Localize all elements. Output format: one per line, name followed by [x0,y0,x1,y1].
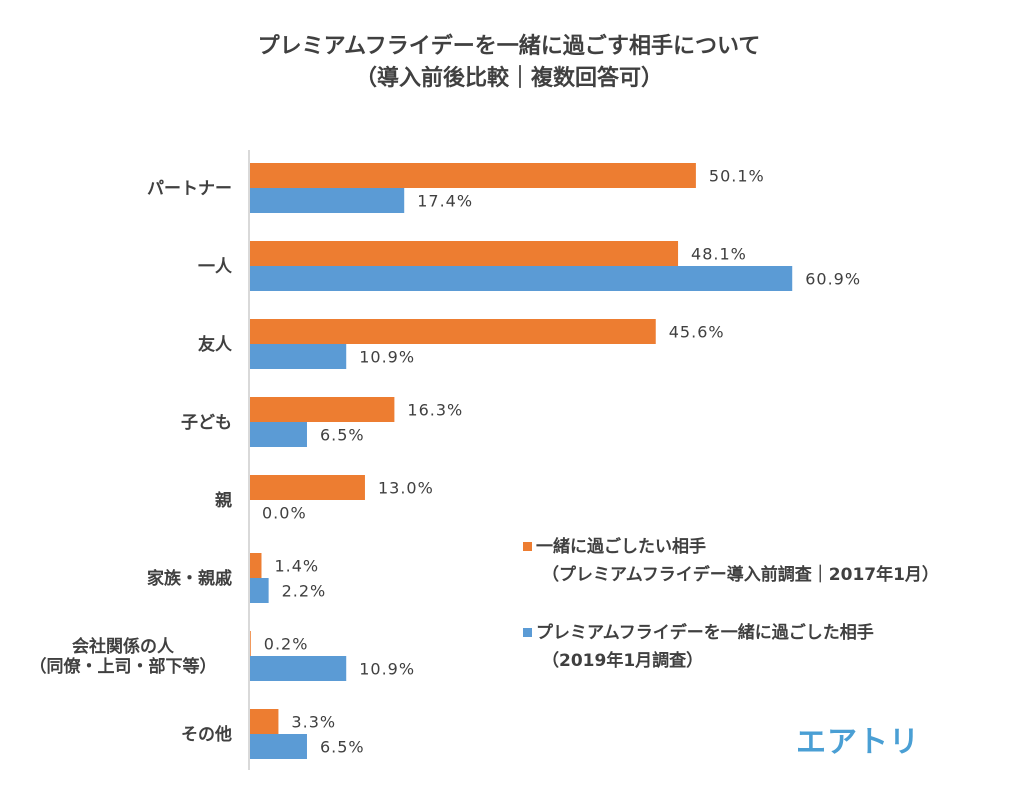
bar-2019 [249,734,307,759]
logo-eatri: エアトリ [796,725,920,760]
legend-swatch-2017 [523,542,532,551]
data-label: 60.9% [805,270,861,289]
category-label: その他 [181,724,232,745]
category-label: 会社関係の人 [72,636,175,657]
bar-2017 [249,241,679,266]
data-label: 45.6% [669,323,725,342]
bar-2017 [249,163,696,188]
bar-2019 [249,578,269,603]
bar-2017 [249,553,262,578]
category-label: 親 [215,490,232,511]
bar-2019 [249,422,307,447]
data-label: 16.3% [407,401,463,420]
data-label: 10.9% [359,660,415,679]
data-label: 2.2% [282,582,327,601]
data-label: 48.1% [691,245,747,264]
legend-label: 一緒に過ごしたい相手 [536,536,706,557]
data-label: 10.9% [359,348,415,367]
bar-2017 [249,709,279,734]
bar-2019 [249,188,405,213]
chart-title: プレミアムフライデーを一緒に過ごす相手について [258,33,761,59]
category-label: （同僚・上司・部下等） [30,656,217,677]
data-label: 6.5% [320,426,365,445]
legend-sublabel: （2019年1月調査） [542,650,703,671]
category-label: パートナー [147,179,232,199]
data-label: 3.3% [291,713,336,732]
category-label: 一人 [198,257,233,277]
data-label: 6.5% [320,738,365,757]
category-label: 子ども [181,413,232,433]
bars-group: パートナー 50.1% 17.4% 一人 48.1% 60.9% 友人 45.6% 10.9% 子… [30,163,861,759]
bar-2017 [249,397,395,422]
legend-swatch-2019 [523,628,532,637]
bar-2019 [249,656,347,681]
data-label: 17.4% [417,192,473,211]
bar-2019 [249,344,347,369]
data-label: 1.4% [274,557,319,576]
legend: 一緒に過ごしたい相手 （プレミアムフライデー導入前調査｜2017年1月） プレミアム… [523,536,939,671]
data-label: 50.1% [709,167,765,186]
category-label: 友人 [198,334,233,355]
bar-2017 [249,475,365,500]
legend-label: プレミアムフライデーを一緒に過ごした相手 [536,622,874,643]
data-label: 0.2% [264,635,309,654]
legend-sublabel: （プレミアムフライデー導入前調査｜2017年1月） [542,564,939,585]
bar-2019 [249,266,793,291]
chart-subtitle: （導入前後比較｜複数回答可） [355,65,663,91]
data-label: 13.0% [378,479,434,498]
bar-2017 [249,319,656,344]
data-label: 0.0% [262,504,307,523]
category-label: 家族・親戚 [147,568,232,589]
